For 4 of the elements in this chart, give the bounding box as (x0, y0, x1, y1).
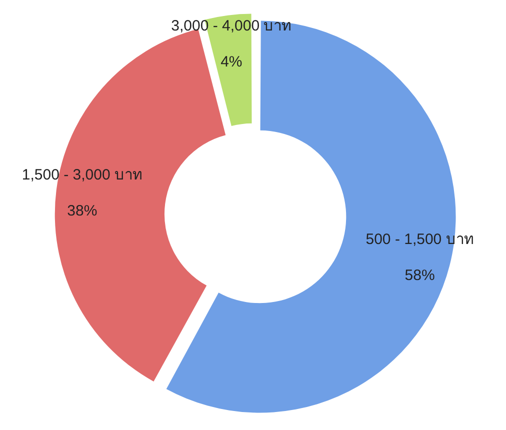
data-label: 58% (404, 266, 435, 284)
data-label: 4% (220, 53, 242, 70)
slice-label: 1,500 - 3,000 บาท (22, 166, 142, 184)
data-label: 38% (67, 202, 98, 220)
